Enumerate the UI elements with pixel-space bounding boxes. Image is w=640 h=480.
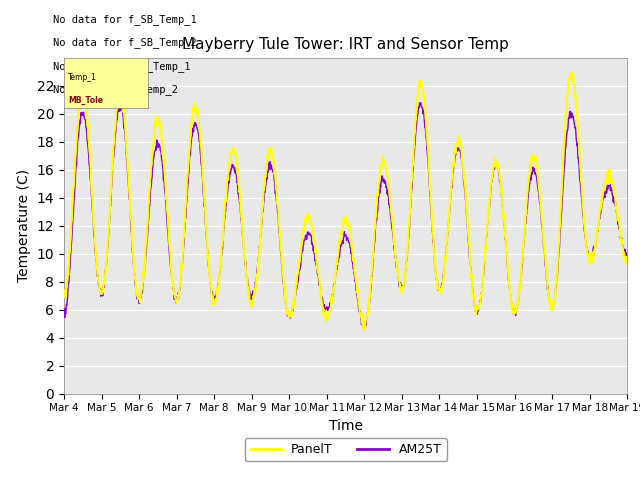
Text: No data for f_SB_Temp_2: No data for f_SB_Temp_2 [52, 37, 196, 48]
Text: No data for f_Temp_2: No data for f_Temp_2 [52, 84, 178, 96]
Y-axis label: Temperature (C): Temperature (C) [17, 169, 31, 282]
Text: No data for f_SB_Temp_1: No data for f_SB_Temp_1 [52, 14, 196, 25]
Title: Mayberry Tule Tower: IRT and Sensor Temp: Mayberry Tule Tower: IRT and Sensor Temp [182, 37, 509, 52]
Legend: PanelT, AM25T: PanelT, AM25T [244, 438, 447, 461]
Text: No data for f_T_Temp_1: No data for f_T_Temp_1 [52, 61, 190, 72]
X-axis label: Time: Time [328, 419, 363, 433]
